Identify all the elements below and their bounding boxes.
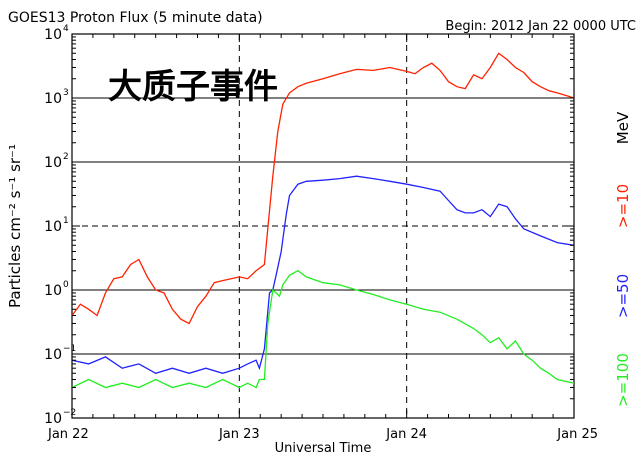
right-label: >=10	[614, 184, 632, 228]
series-line	[71, 52, 575, 325]
y-tick-exponent: 1	[63, 216, 69, 226]
right-label: >=50	[614, 274, 632, 318]
event-annotation: 大质子事件	[108, 67, 278, 107]
y-tick-exponent: 4	[63, 24, 69, 34]
y-tick-exponent: −1	[63, 344, 76, 354]
x-axis-label: Universal Time	[275, 441, 372, 456]
series-line	[71, 269, 575, 389]
x-tick-label: Jan 23	[218, 427, 260, 442]
y-tick-label: 10	[44, 347, 62, 363]
right-label: MeV	[614, 111, 632, 144]
day-separators	[238, 34, 408, 418]
y-tick-label: 10	[44, 91, 62, 107]
y-tick-exponent: −2	[63, 408, 76, 418]
series-line	[71, 175, 575, 375]
right-legend: MeV >=10 >=50 >=100	[614, 111, 632, 407]
y-tick-exponent: 0	[63, 280, 69, 290]
y-tick-label: 10	[44, 283, 62, 299]
y-tick-label: 10	[44, 155, 62, 171]
y-tick-label: 10	[44, 411, 62, 427]
series-lines	[71, 52, 575, 389]
y-tick-label: 10	[44, 219, 62, 235]
gridlines	[72, 97, 574, 355]
x-tick-label: Jan 22	[47, 427, 89, 442]
x-tick-label: Jan 24	[385, 427, 427, 442]
right-label: >=100	[614, 353, 632, 407]
x-axis-ticks: Jan 22 Jan 23 Jan 24 Jan 25	[47, 34, 598, 442]
chart-title: GOES13 Proton Flux (5 minute data)	[8, 10, 263, 26]
begin-label: Begin: 2012 Jan 22 0000 UTC	[445, 19, 636, 34]
y-tick-exponent: 2	[63, 152, 69, 162]
y-tick-label: 10	[44, 27, 62, 43]
x-tick-label: Jan 25	[556, 427, 598, 442]
y-tick-exponent: 3	[63, 88, 69, 98]
y-axis-label: Particles cm⁻² s⁻¹ sr⁻¹	[6, 144, 24, 308]
